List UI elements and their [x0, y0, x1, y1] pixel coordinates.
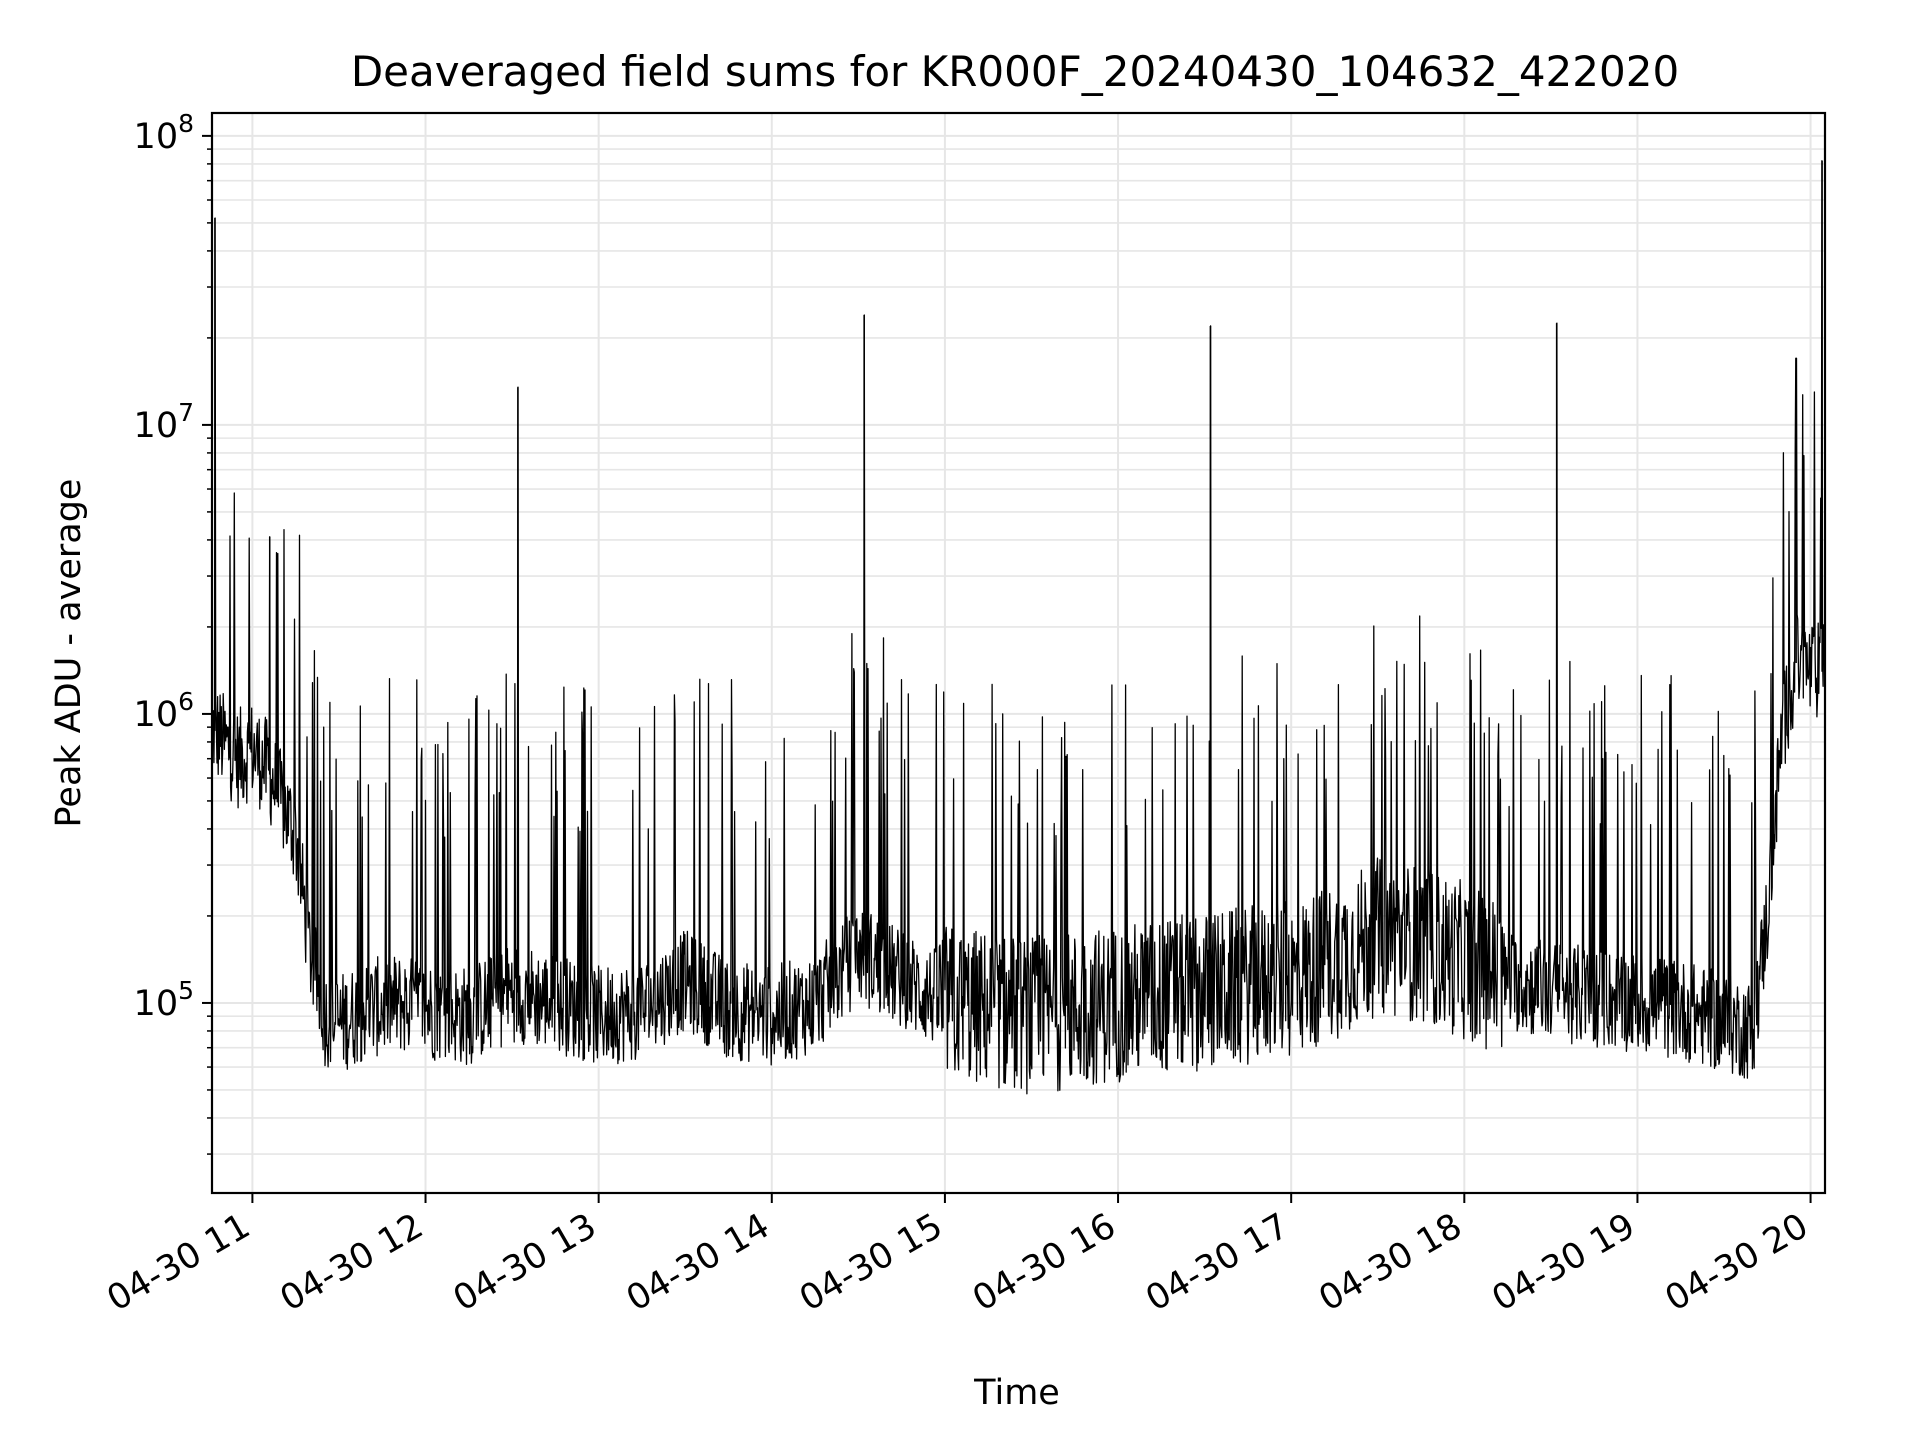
y-axis-label: Peak ADU - average [49, 479, 89, 828]
series-layer [211, 160, 1826, 1095]
y-axis-ticks: 105 106 107 108 [134, 109, 212, 1155]
x-axis-label: Time [973, 1373, 1060, 1413]
y-tick-label: 106 [134, 687, 194, 735]
y-tick-label: 108 [134, 109, 194, 157]
axes-frame [210, 111, 1827, 1195]
chart-title: Deaveraged field sums for KR000F_2024043… [351, 47, 1679, 96]
y-tick-label: 105 [134, 976, 194, 1024]
y-tick-label: 107 [134, 398, 194, 446]
